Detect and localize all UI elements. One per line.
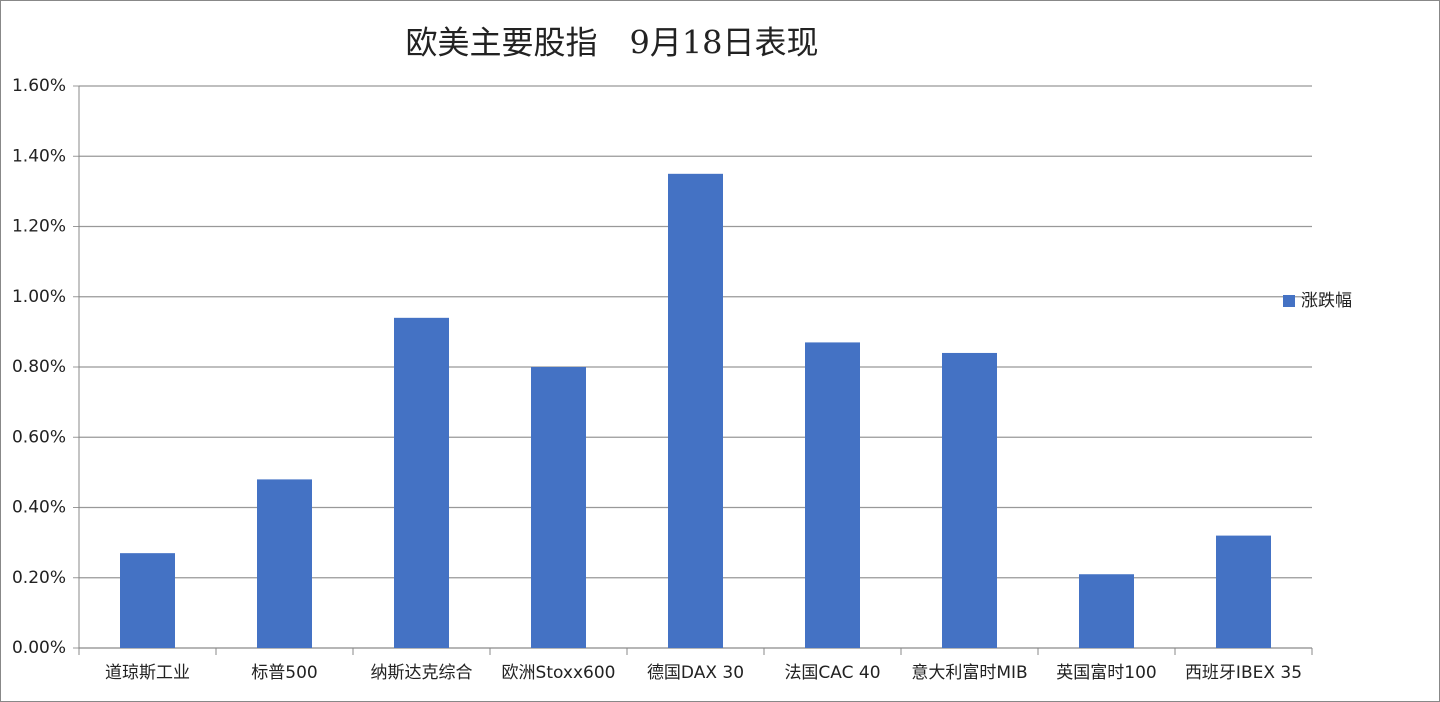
bar (805, 342, 860, 648)
x-tick-label: 英国富时100 (1056, 663, 1156, 683)
bar (257, 479, 312, 648)
y-tick-label: 0.20% (12, 568, 66, 588)
y-tick-label: 0.60% (12, 427, 66, 447)
legend-swatch (1283, 295, 1295, 307)
y-tick-label: 1.60% (12, 76, 66, 96)
x-tick-label: 德国DAX 30 (647, 663, 744, 683)
x-tick-label: 欧洲Stoxx600 (502, 663, 616, 683)
x-tick-label: 法国CAC 40 (784, 663, 880, 683)
x-tick-label: 标普500 (251, 663, 317, 683)
bar (531, 367, 586, 648)
bar (1216, 535, 1271, 648)
legend-label: 涨跌幅 (1301, 291, 1352, 311)
y-tick-label: 0.80% (12, 357, 66, 377)
bar (668, 173, 723, 648)
bar (394, 317, 449, 648)
x-tick-label: 西班牙IBEX 35 (1185, 663, 1302, 683)
bar (1079, 574, 1134, 648)
x-tick-label: 意大利富时MIB (911, 663, 1027, 683)
x-tick-label: 道琼斯工业 (105, 663, 190, 683)
y-tick-label: 0.40% (12, 498, 66, 518)
bar (942, 352, 997, 648)
y-tick-label: 1.40% (12, 146, 66, 166)
y-tick-label: 1.20% (12, 217, 66, 237)
y-tick-label: 1.00% (12, 287, 66, 307)
bar (120, 553, 175, 648)
chart-title: 欧美主要股指 9月18日表现 (405, 24, 818, 62)
y-tick-label: 0.00% (12, 638, 66, 658)
x-tick-label: 纳斯达克综合 (371, 663, 473, 683)
